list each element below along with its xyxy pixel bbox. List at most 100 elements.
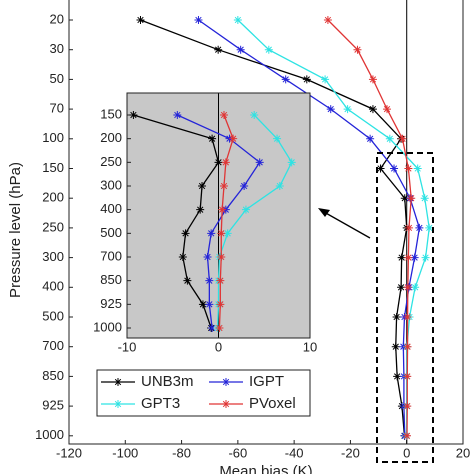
marker	[407, 194, 416, 203]
main-plot-frame	[68, 0, 464, 445]
marker	[250, 111, 259, 119]
marker	[273, 134, 282, 143]
x-tick-label: -60	[228, 445, 247, 460]
y-tick-label: 300	[42, 249, 64, 264]
marker	[216, 300, 225, 309]
x-tick-label: -80	[172, 445, 191, 460]
marker	[173, 111, 182, 119]
marker	[205, 300, 214, 309]
marker	[287, 158, 296, 167]
marker	[391, 342, 400, 351]
marker	[218, 205, 227, 214]
x-tick-label: -20	[341, 445, 360, 460]
legend-marker	[222, 378, 230, 386]
x-tick-label: -100	[112, 445, 138, 460]
marker	[302, 75, 311, 84]
x-tick-label: -120	[56, 445, 82, 460]
marker	[403, 372, 412, 381]
marker	[215, 324, 224, 332]
marker	[214, 45, 223, 54]
arrow-head	[318, 208, 330, 217]
marker	[397, 283, 406, 292]
legend-label: PVoxel	[249, 395, 296, 412]
legend-marker	[114, 378, 122, 386]
marker	[240, 182, 249, 190]
marker	[217, 253, 226, 261]
x-tick-label: 0	[215, 339, 222, 354]
marker	[353, 45, 362, 54]
marker	[402, 431, 411, 440]
marker	[223, 229, 232, 238]
marker	[198, 300, 207, 309]
x-tick-label: 20	[456, 445, 470, 460]
x-tick-label: 10	[303, 339, 317, 354]
marker	[390, 164, 399, 173]
y-tick-label: 150	[42, 160, 64, 175]
marker	[400, 194, 409, 203]
series-line	[216, 114, 293, 329]
marker	[255, 158, 264, 167]
marker	[236, 45, 245, 54]
marker	[129, 111, 138, 119]
marker	[368, 75, 377, 84]
y-tick-label: 700	[42, 338, 64, 353]
y-axis-label: Pressure level (hPa)	[7, 162, 24, 298]
marker	[410, 253, 419, 262]
inset-plot-frame	[126, 92, 311, 339]
y-tick-label: 400	[100, 201, 122, 216]
marker	[275, 182, 284, 190]
marker	[368, 105, 377, 114]
marker	[343, 105, 352, 114]
legend-box	[96, 369, 311, 417]
legend-marker	[222, 400, 230, 408]
marker	[181, 229, 190, 238]
marker	[136, 16, 145, 24]
series-line	[177, 114, 261, 329]
marker	[208, 324, 217, 332]
marker	[393, 372, 402, 381]
marker	[323, 16, 332, 24]
y-tick-label: 500	[100, 225, 122, 240]
y-tick-label: 30	[50, 41, 64, 56]
marker	[404, 223, 413, 232]
y-tick-label: 70	[50, 101, 64, 116]
marker	[403, 283, 412, 292]
marker	[219, 182, 228, 190]
marker	[205, 276, 214, 285]
y-tick-label: 500	[42, 308, 64, 323]
marker	[221, 158, 230, 167]
marker	[392, 313, 401, 321]
marker	[413, 164, 422, 173]
marker	[404, 253, 413, 262]
arrow-line	[323, 211, 371, 239]
marker	[383, 105, 392, 114]
marker	[207, 229, 216, 238]
marker	[183, 276, 192, 285]
x-tick-label: 0	[403, 445, 410, 460]
series-line	[218, 114, 234, 329]
marker	[326, 105, 335, 114]
marker	[404, 164, 413, 173]
marker	[398, 134, 407, 143]
legend-marker	[114, 400, 122, 408]
marker	[376, 164, 385, 173]
y-tick-label: 150	[100, 106, 122, 121]
x-axis-label: Mean bias (K)	[219, 463, 312, 474]
marker	[425, 223, 434, 232]
marker	[194, 16, 203, 24]
marker	[403, 402, 412, 411]
marker	[203, 253, 212, 261]
y-tick-label: 700	[100, 248, 122, 263]
marker	[229, 134, 238, 143]
legend-label: IGPT	[249, 373, 284, 390]
y-tick-label: 1000	[93, 319, 122, 334]
marker	[178, 253, 187, 261]
y-tick-label: 1000	[35, 427, 64, 442]
marker	[411, 283, 420, 292]
x-tick-label: -10	[118, 339, 137, 354]
marker	[198, 182, 207, 190]
marker	[214, 158, 223, 167]
legend-label: UNB3m	[141, 373, 194, 390]
series-line	[133, 114, 220, 329]
